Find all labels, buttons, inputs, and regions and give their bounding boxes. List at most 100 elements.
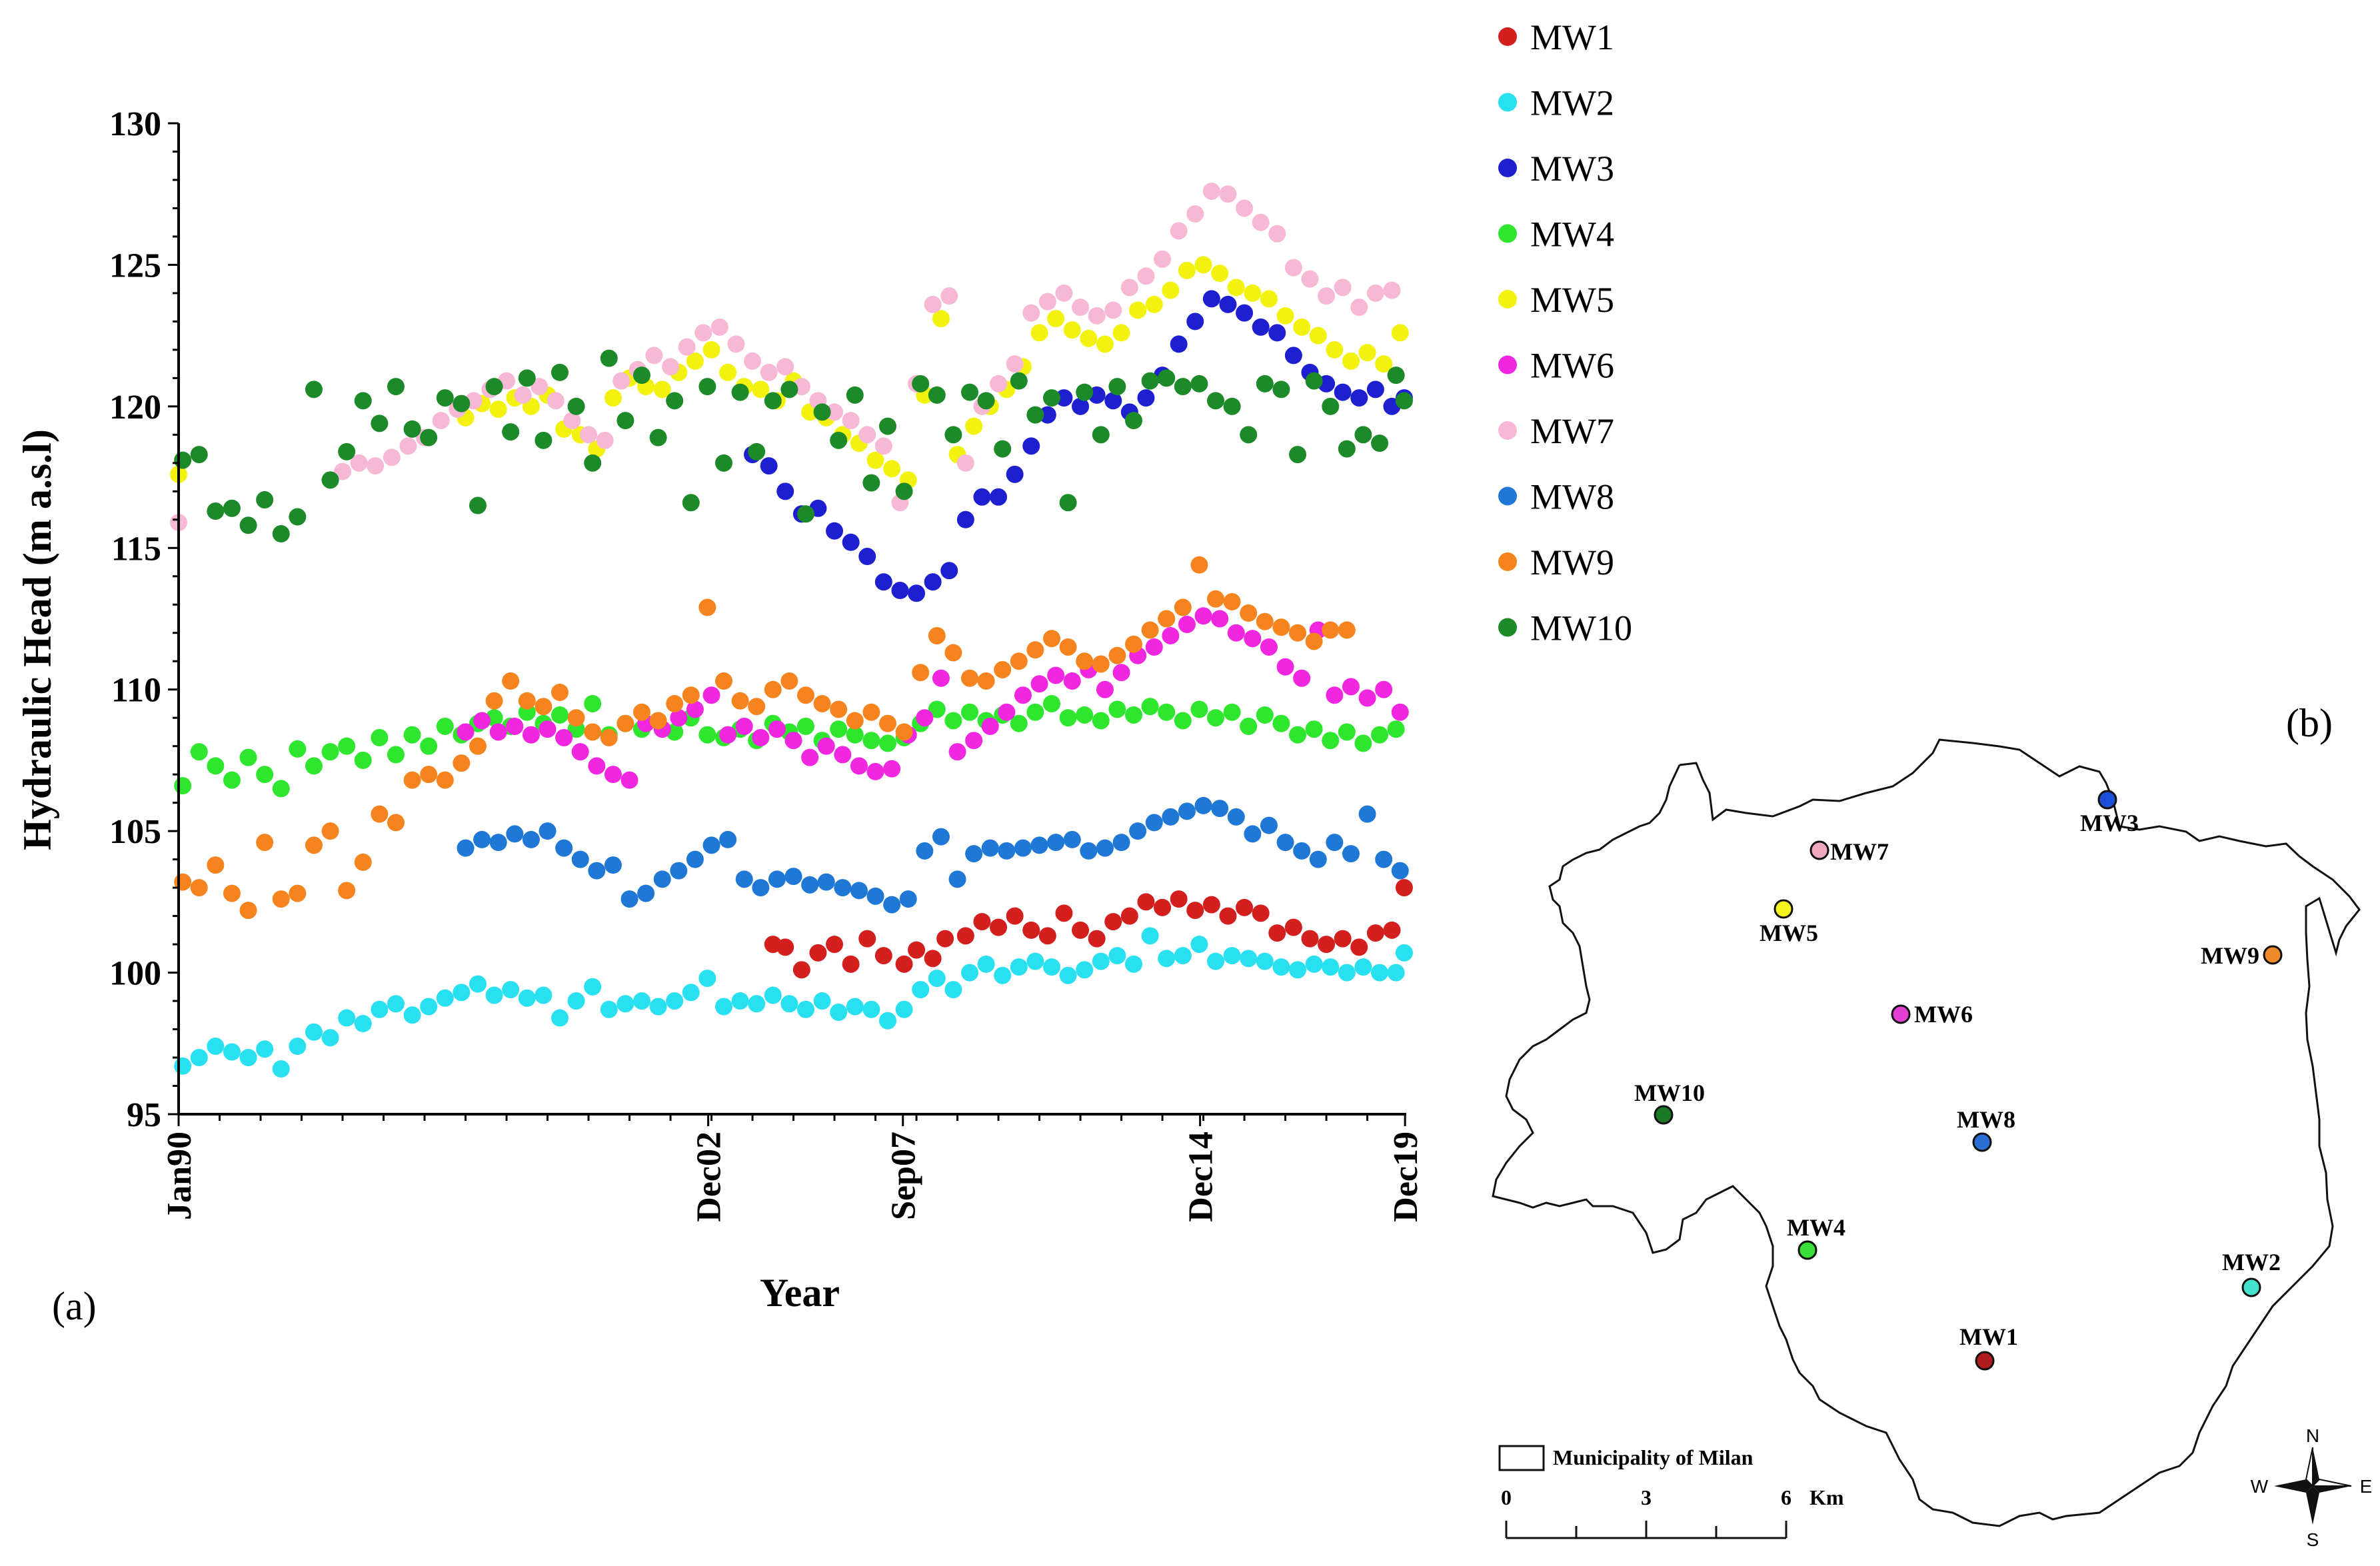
data-point	[1236, 199, 1254, 217]
data-point	[604, 389, 622, 407]
data-point	[719, 830, 737, 848]
data-point	[1391, 703, 1409, 721]
data-point	[891, 582, 909, 600]
data-point	[1010, 958, 1028, 976]
y-tick-label: 100	[109, 955, 161, 993]
legend-marker-mw3	[1498, 159, 1517, 177]
data-point	[977, 955, 995, 973]
data-point	[1268, 225, 1286, 243]
data-point	[1055, 284, 1073, 302]
data-point	[846, 386, 864, 404]
data-point	[780, 672, 798, 690]
data-point	[1334, 383, 1352, 401]
data-point	[354, 853, 372, 871]
data-point	[1260, 290, 1278, 308]
data-point	[784, 868, 802, 886]
data-point	[256, 766, 274, 784]
series-mw10	[174, 349, 1413, 543]
data-point	[883, 460, 901, 478]
data-point	[567, 397, 585, 415]
data-point	[207, 856, 225, 874]
data-point	[1112, 834, 1130, 852]
data-point	[1383, 281, 1401, 299]
series-mw2	[174, 927, 1413, 1078]
legend-label-mw9: MW9	[1530, 542, 1614, 582]
data-point	[1112, 664, 1130, 682]
data-point	[1141, 621, 1159, 639]
data-point	[432, 412, 450, 430]
data-point	[321, 1029, 339, 1047]
data-point	[371, 1000, 389, 1018]
data-point	[239, 902, 257, 920]
data-point	[666, 694, 684, 712]
boundary-legend-swatch	[1498, 1445, 1545, 1471]
data-point	[612, 372, 630, 390]
data-point	[1141, 698, 1159, 716]
data-point	[518, 369, 536, 387]
data-point	[1305, 632, 1323, 650]
data-point	[588, 757, 606, 775]
data-point	[809, 944, 827, 962]
x-tick-label: Dec02	[690, 1132, 728, 1222]
data-point	[924, 950, 942, 968]
data-point	[1240, 604, 1258, 622]
data-point	[1236, 304, 1254, 322]
data-point	[1038, 406, 1056, 424]
data-point	[1170, 335, 1188, 353]
data-point	[764, 680, 782, 698]
data-point	[1391, 862, 1409, 880]
data-point	[1227, 808, 1245, 826]
data-point	[256, 491, 274, 509]
data-point	[1096, 680, 1114, 698]
data-point	[272, 890, 290, 908]
data-point	[1092, 426, 1110, 444]
data-point	[796, 1000, 814, 1018]
data-point	[1240, 717, 1258, 735]
data-point	[420, 737, 438, 755]
data-point	[387, 378, 405, 396]
data-point	[994, 966, 1012, 984]
data-point	[1178, 261, 1196, 279]
data-point	[944, 712, 962, 730]
data-point	[514, 386, 532, 404]
data-point	[1391, 324, 1409, 342]
data-point	[1125, 412, 1143, 430]
data-point	[714, 672, 732, 690]
data-point	[535, 986, 553, 1004]
data-point	[1338, 723, 1356, 741]
data-point	[1219, 295, 1237, 313]
data-point	[1383, 921, 1401, 939]
data-point	[1371, 964, 1389, 982]
data-point	[1104, 392, 1122, 410]
data-point	[539, 720, 557, 738]
data-point	[878, 1012, 896, 1030]
data-point	[670, 862, 688, 880]
data-point	[1305, 720, 1323, 738]
data-point	[1059, 494, 1077, 512]
data-point	[616, 412, 634, 430]
data-point	[1366, 381, 1384, 398]
data-point	[714, 454, 732, 472]
data-point	[830, 720, 848, 738]
data-point	[826, 403, 844, 421]
data-point	[862, 474, 880, 492]
data-point	[1055, 904, 1073, 922]
data-point	[899, 890, 917, 908]
data-point	[850, 757, 868, 775]
data-point	[748, 698, 766, 716]
data-point	[936, 930, 954, 948]
data-point	[535, 431, 553, 449]
data-point	[436, 771, 454, 789]
data-point	[1162, 626, 1180, 644]
data-point	[522, 830, 540, 848]
scale-bar: 0 3 6 Km	[1501, 1485, 1844, 1539]
data-point	[1080, 842, 1098, 860]
data-point	[600, 728, 618, 746]
data-point	[1252, 318, 1270, 336]
data-point	[1284, 347, 1302, 365]
data-point	[596, 431, 614, 449]
data-point	[1190, 700, 1208, 718]
data-point	[371, 728, 389, 746]
data-point	[994, 660, 1012, 678]
data-point	[928, 970, 946, 988]
